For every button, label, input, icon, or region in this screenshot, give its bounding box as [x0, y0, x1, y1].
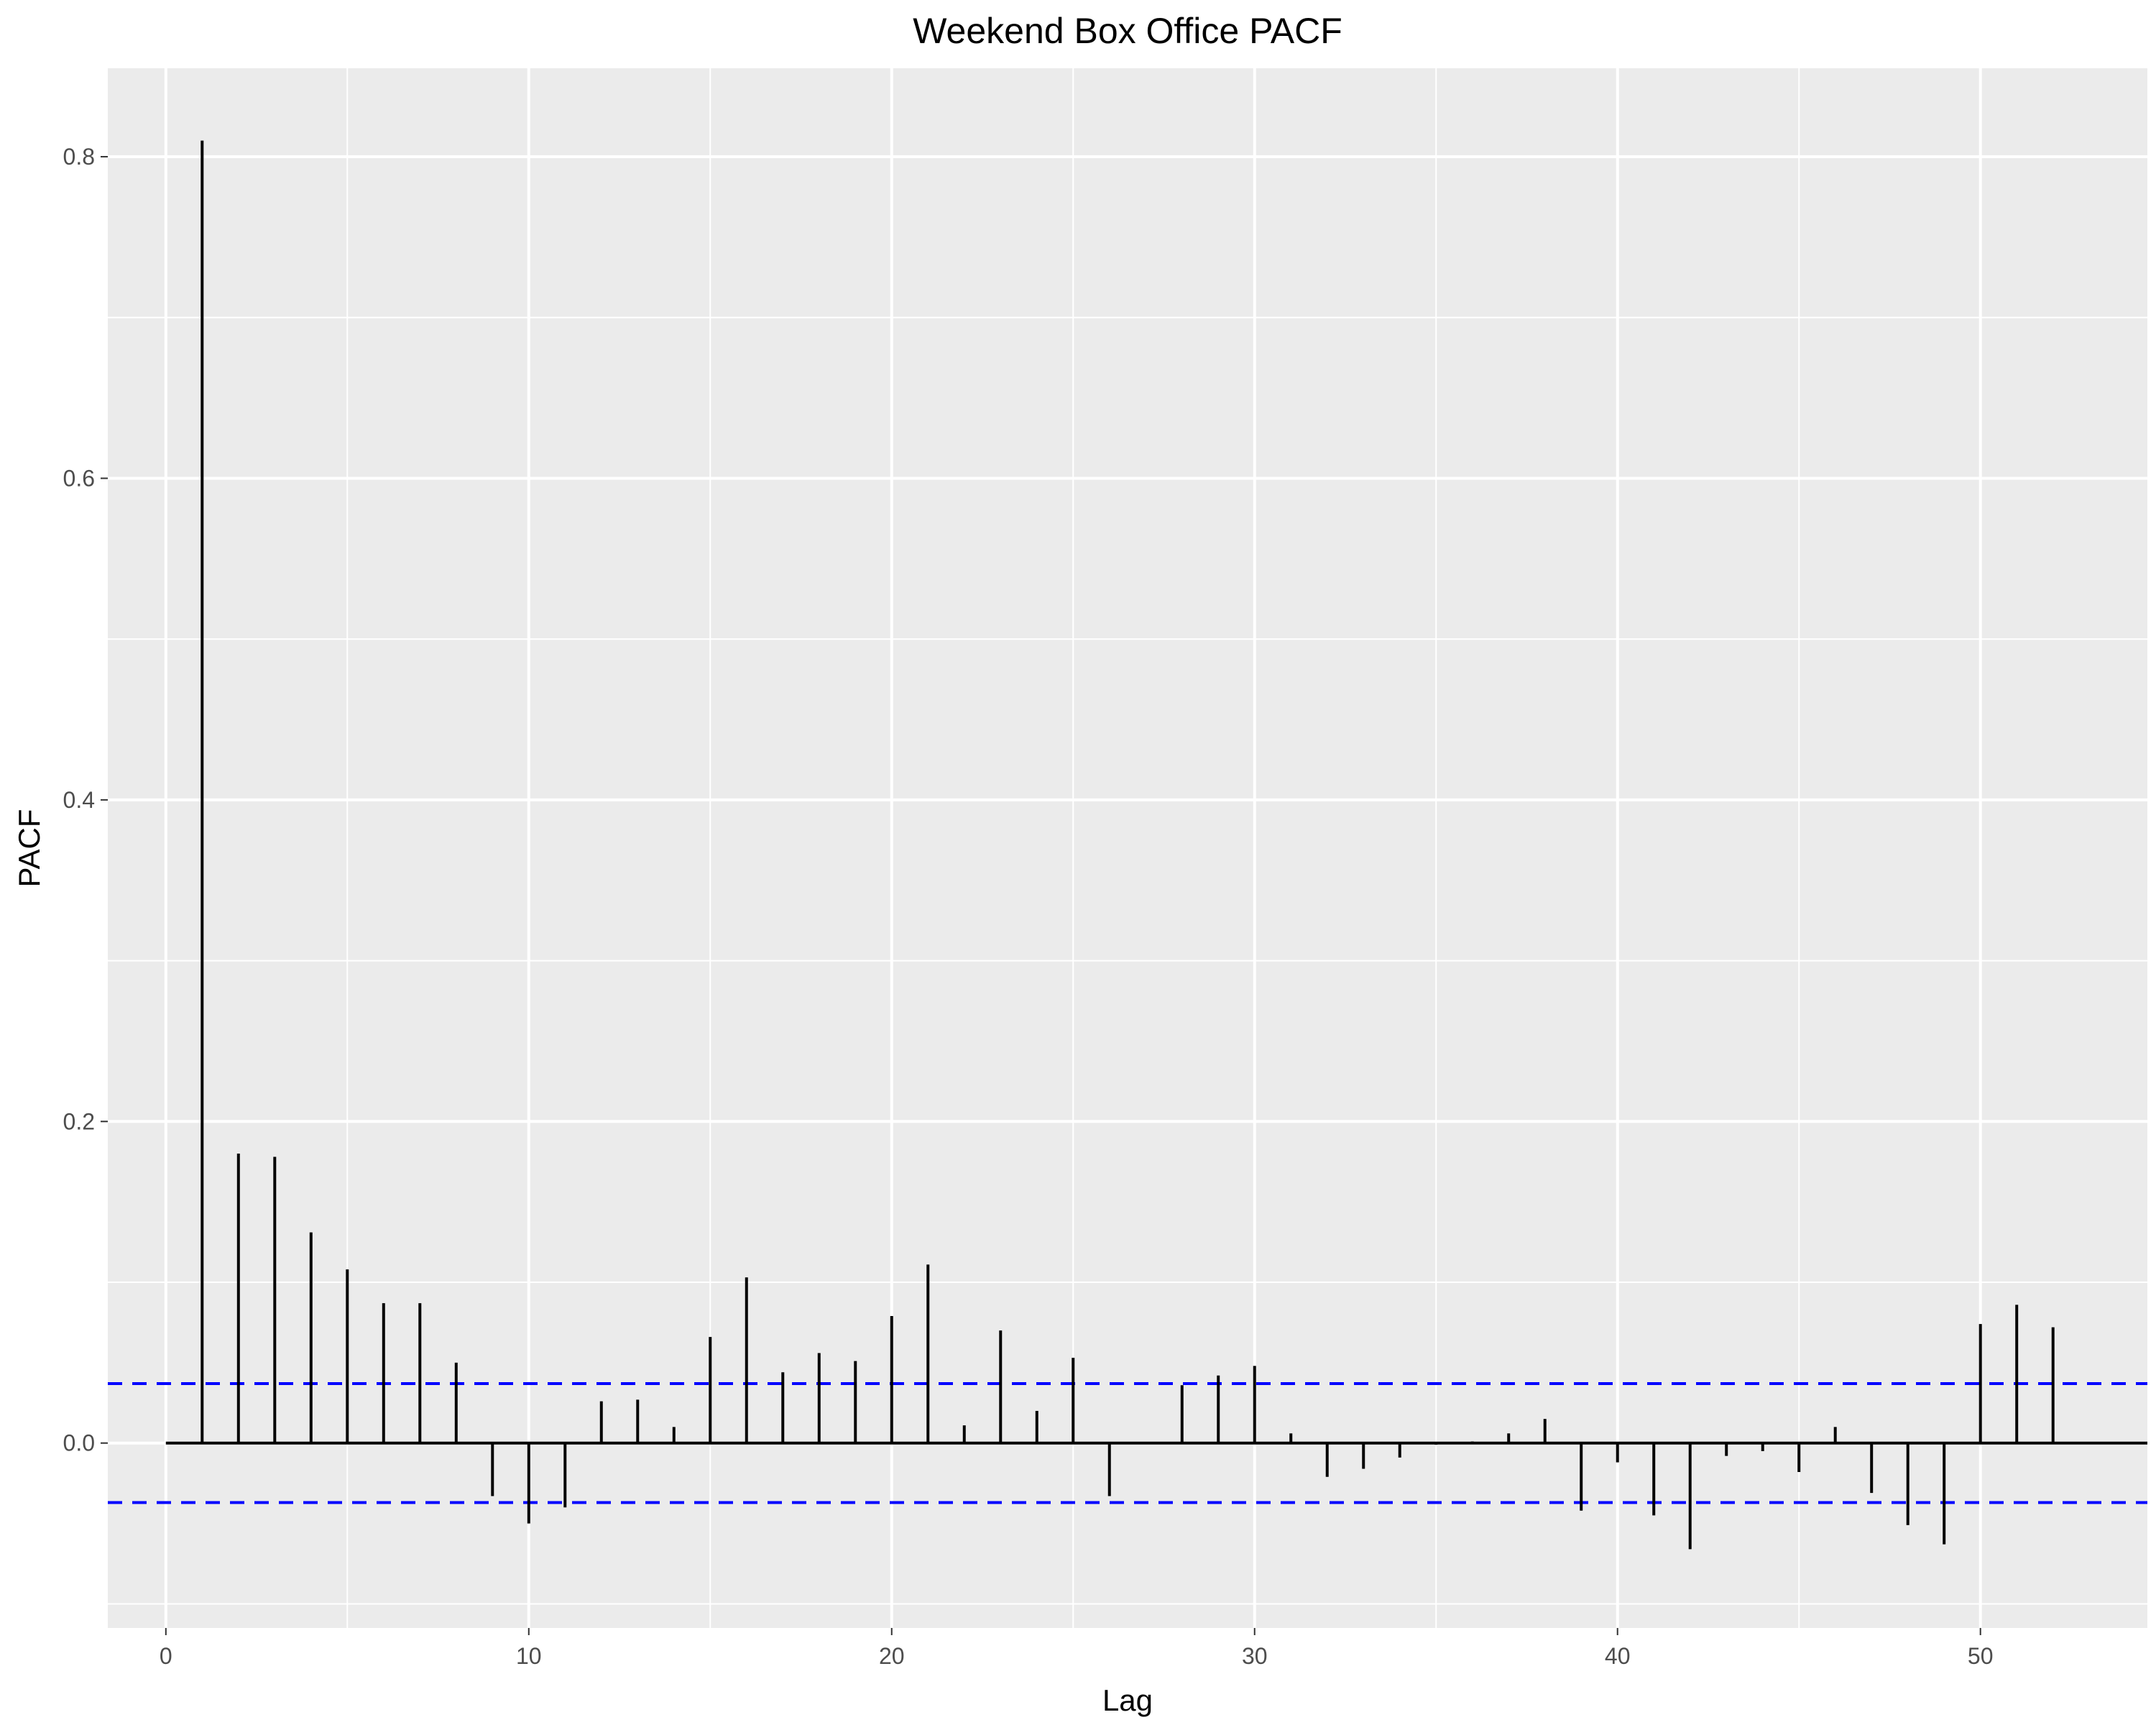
y-tick-label: 0.0 [63, 1430, 95, 1456]
x-axis-label: Lag [1102, 1683, 1153, 1717]
x-tick-label: 0 [160, 1643, 172, 1669]
y-tick-label: 0.8 [63, 144, 95, 170]
x-axis: 0 10 20 30 40 50 [160, 1628, 1994, 1669]
plot-panel [108, 68, 2147, 1628]
x-tick-label: 50 [1968, 1643, 1994, 1669]
y-tick-label: 0.6 [63, 465, 95, 491]
chart-title: Weekend Box Office PACF [913, 11, 1342, 51]
y-axis: 0.0 0.2 0.4 0.6 0.8 [63, 144, 108, 1456]
minor-gridlines [108, 68, 2147, 1628]
y-tick-label: 0.2 [63, 1108, 95, 1134]
pacf-stems [165, 140, 2147, 1550]
x-tick-label: 30 [1242, 1643, 1268, 1669]
x-tick-label: 10 [516, 1643, 542, 1669]
y-tick-label: 0.4 [63, 787, 95, 813]
y-axis-label: PACF [12, 809, 46, 888]
x-tick-label: 40 [1605, 1643, 1631, 1669]
x-tick-label: 20 [879, 1643, 905, 1669]
confidence-bounds [108, 1381, 2147, 1504]
